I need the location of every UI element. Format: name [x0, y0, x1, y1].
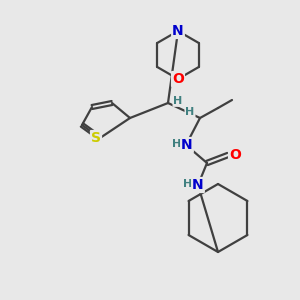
Text: H: H — [183, 179, 193, 189]
Text: H: H — [185, 107, 195, 117]
Text: O: O — [229, 148, 241, 162]
Text: H: H — [172, 139, 182, 149]
Text: S: S — [91, 131, 101, 145]
Text: N: N — [192, 178, 204, 192]
Text: N: N — [172, 24, 184, 38]
Text: N: N — [181, 138, 193, 152]
Text: H: H — [173, 96, 183, 106]
Text: O: O — [172, 72, 184, 86]
